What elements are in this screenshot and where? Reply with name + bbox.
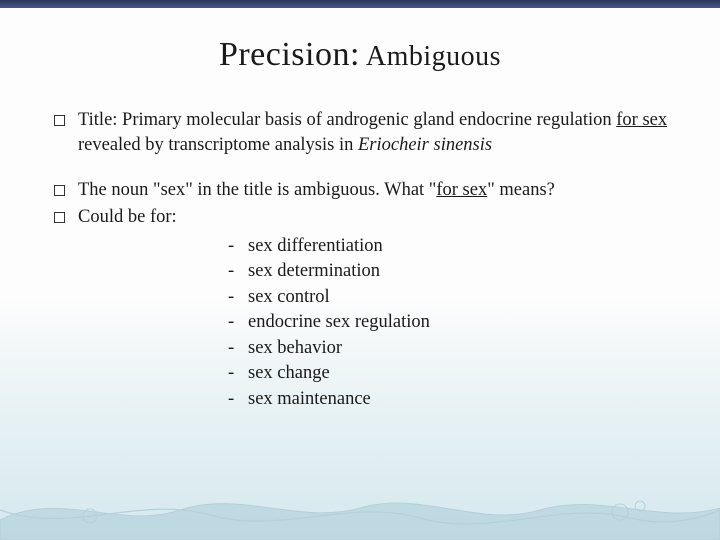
underlined-text: for sex — [436, 180, 487, 200]
text-segment: Title: Primary molecular basis of androg… — [78, 110, 616, 130]
wave-decoration — [0, 470, 720, 540]
sub-item: sex determination — [228, 259, 670, 285]
italic-species-name: Eriocheir sinensis — [358, 135, 492, 155]
sub-item: sex change — [228, 361, 670, 387]
sub-item: endocrine sex regulation — [228, 310, 670, 336]
text-segment: " means? — [487, 180, 555, 200]
sub-item: sex control — [228, 285, 670, 311]
bullet-item-ambiguity-note: The noun "sex" in the title is ambiguous… — [50, 178, 670, 203]
sub-item: sex behavior — [228, 336, 670, 362]
bullet-list: Title: Primary molecular basis of androg… — [50, 108, 670, 412]
underlined-text: for sex — [616, 110, 667, 130]
text-segment: Could be for: — [78, 207, 177, 227]
title-sub: Ambiguous — [360, 41, 501, 72]
title-main: Precision: — [219, 36, 360, 73]
slide-body: Precision: Ambiguous Title: Primary mole… — [0, 0, 720, 452]
slide-title: Precision: Ambiguous — [50, 36, 670, 74]
sub-list: sex differentiation sex determination se… — [228, 234, 670, 413]
text-segment: The noun "sex" in the title is ambiguous… — [78, 180, 436, 200]
text-segment: revealed by transcriptome analysis in — [78, 135, 358, 155]
bullet-item-could-be: Could be for: sex differentiation sex de… — [50, 205, 670, 413]
top-accent-band — [0, 0, 720, 8]
sub-item: sex differentiation — [228, 234, 670, 260]
sub-item: sex maintenance — [228, 387, 670, 413]
bullet-item-title-example: Title: Primary molecular basis of androg… — [50, 108, 670, 158]
